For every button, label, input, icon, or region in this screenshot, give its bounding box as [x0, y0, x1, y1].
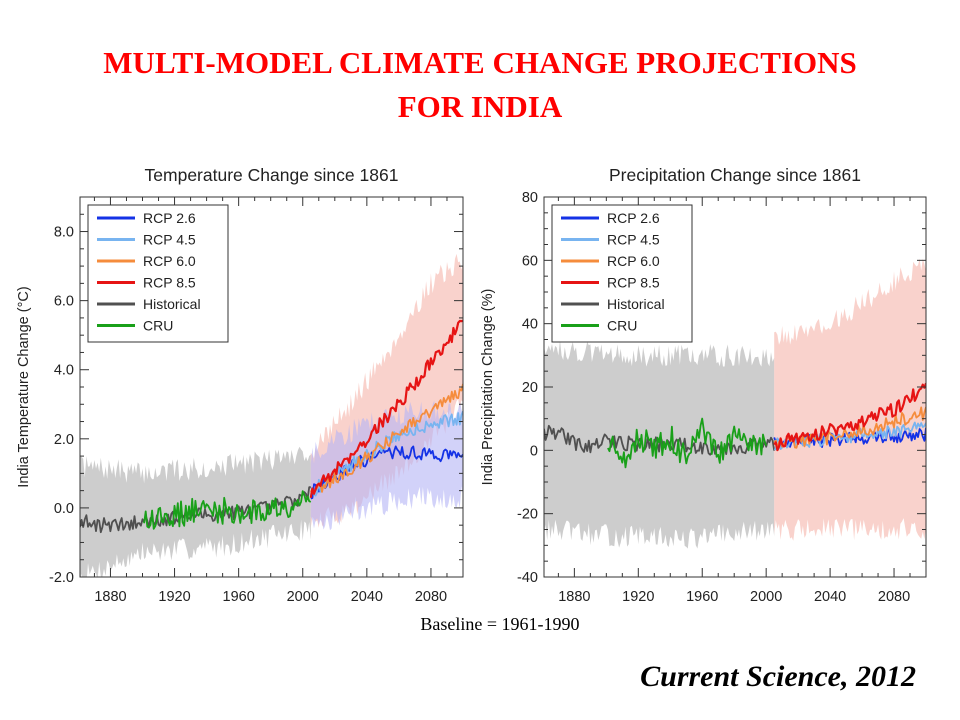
temp-ytick-label: 0.0 — [54, 501, 74, 517]
temp-legend-label: RCP 2.6 — [143, 210, 196, 226]
prec-series-cru — [607, 417, 768, 469]
prec-series-rcp-8-5 — [773, 382, 926, 452]
prec-legend-label: CRU — [607, 318, 637, 334]
temp-legend-label: CRU — [143, 318, 173, 334]
prec-xtick-label: 1960 — [686, 589, 718, 605]
temp-series-rcp-8-5 — [309, 319, 463, 498]
precipitation-change-chart: Precipitation Change since 1861 1880 1920 1… — [480, 165, 927, 605]
prec-uncertainty-band-1 — [774, 258, 926, 541]
temp-series-rcp-6-0 — [310, 383, 463, 495]
prec-xtick-label: 2040 — [814, 589, 846, 605]
prec-ytick-label: 40 — [522, 317, 538, 333]
temp-xtick-label: 2040 — [351, 589, 383, 605]
temp-ytick-label: 2.0 — [54, 432, 74, 448]
prec-ytick-label: -20 — [517, 507, 538, 523]
slide-title-line-2: FOR INDIA — [397, 89, 563, 124]
temp-xtick-label: 2000 — [287, 589, 319, 605]
temp-ytick-label: 4.0 — [54, 363, 74, 379]
temp-xtick-label: 1880 — [94, 589, 126, 605]
prec-ytick-label: 0 — [530, 443, 538, 459]
temp-xtick-label: 1960 — [223, 589, 255, 605]
prec-chart-title: Precipitation Change since 1861 — [609, 165, 861, 185]
prec-legend-label: Historical — [607, 296, 665, 312]
prec-legend-label: RCP 2.6 — [607, 210, 660, 226]
citation: Current Science, 2012 — [640, 660, 916, 693]
temp-xtick-label: 1920 — [158, 589, 190, 605]
temp-legend-label: Historical — [143, 296, 201, 312]
temp-series-cru — [143, 490, 312, 530]
temp-legend: RCP 2.6 RCP 4.5 RCP 6.0 RCP 8.5 Historical CR… — [87, 204, 229, 343]
prec-legend: RCP 2.6 RCP 4.5 RCP 6.0 RCP 8.5 Historical CR… — [551, 204, 693, 343]
temp-legend-box — [87, 204, 229, 343]
temp-ytick-label: -2.0 — [49, 570, 74, 586]
prec-xtick-label: 2000 — [750, 589, 782, 605]
prec-xtick-label: 1920 — [622, 589, 654, 605]
prec-ytick-label: -40 — [517, 570, 538, 586]
temp-chart-title: Temperature Change since 1861 — [145, 165, 399, 185]
prec-legend-box — [551, 204, 693, 343]
prec-xtick-label: 2080 — [878, 589, 910, 605]
prec-ytick-label: 60 — [522, 253, 538, 269]
temp-legend-label: RCP 8.5 — [143, 275, 196, 291]
temp-legend-label: RCP 6.0 — [143, 253, 196, 269]
prec-y-axis-label: India Precipitation Change (%) — [480, 289, 496, 486]
temp-ytick-label: 6.0 — [54, 294, 74, 310]
temp-ytick-label: 8.0 — [54, 225, 74, 241]
baseline-note: Baseline = 1961-1990 — [420, 614, 580, 634]
prec-series-historical — [544, 424, 776, 456]
temp-y-axis-label: India Temperature Change (°C) — [16, 286, 32, 487]
slide-title-line-1: MULTI-MODEL CLIMATE CHANGE PROJECTIONS — [103, 45, 857, 80]
prec-xtick-label: 1880 — [558, 589, 590, 605]
temperature-change-chart: Temperature Change since 1861 1880 1920 196… — [16, 165, 464, 605]
prec-legend-label: RCP 6.0 — [607, 253, 660, 269]
prec-ytick-label: 20 — [522, 380, 538, 396]
prec-legend-label: RCP 4.5 — [607, 232, 660, 248]
prec-ytick-label: 80 — [522, 190, 538, 206]
temp-xtick-label: 2080 — [415, 589, 447, 605]
temp-legend-label: RCP 4.5 — [143, 232, 196, 248]
prec-legend-label: RCP 8.5 — [607, 275, 660, 291]
